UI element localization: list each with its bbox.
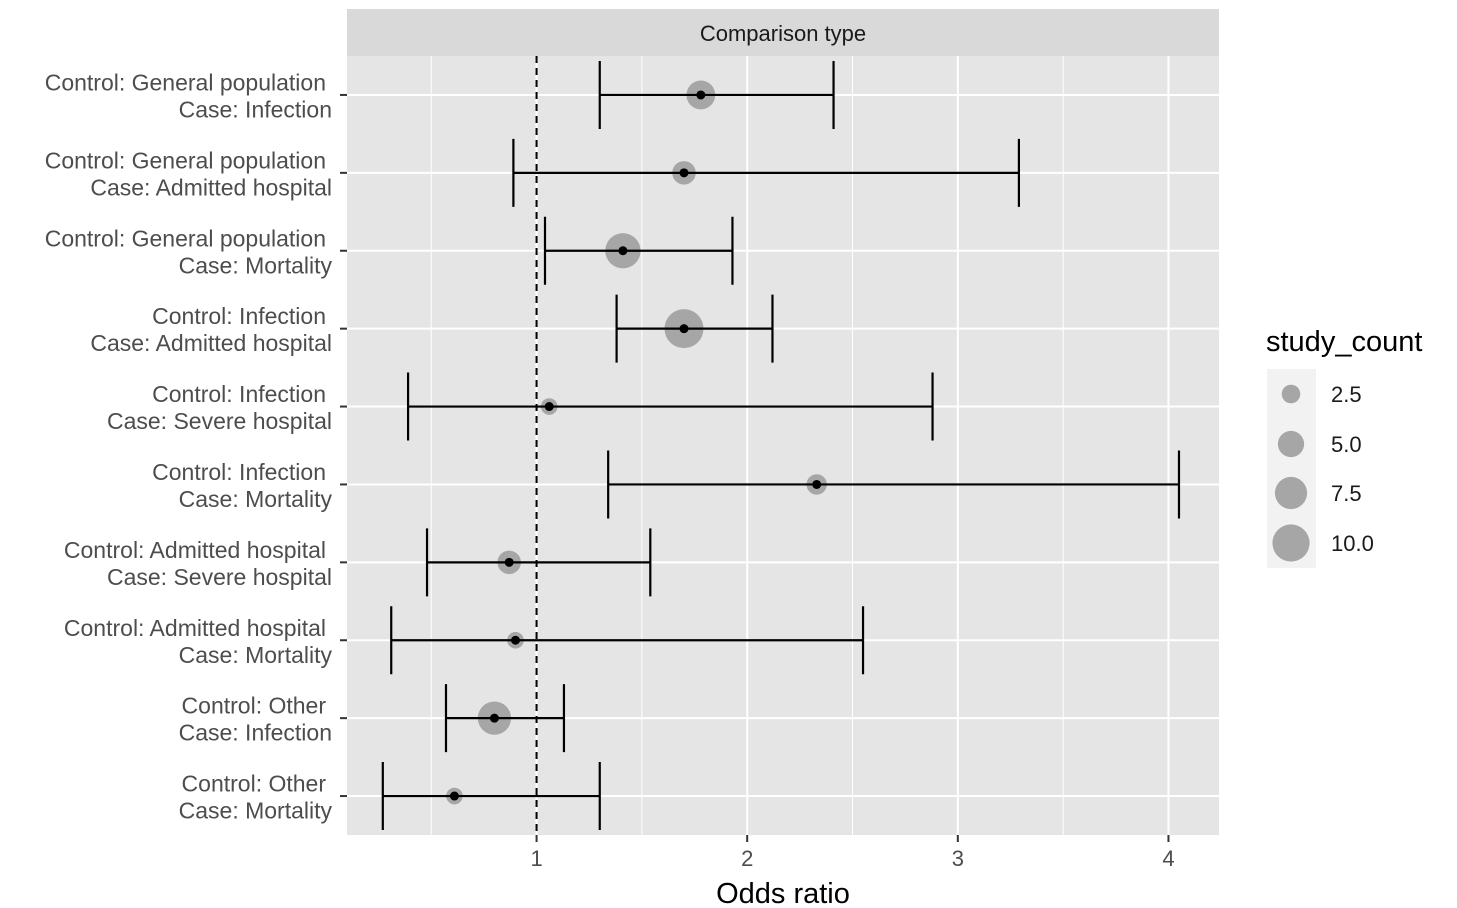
y-tick-label-control: Control: Other bbox=[182, 771, 327, 797]
y-tick-label-control: Control: Infection bbox=[152, 459, 326, 485]
x-tick-label: 1 bbox=[530, 846, 542, 871]
estimate-point bbox=[696, 90, 706, 100]
y-tick-label-control: Control: Infection bbox=[152, 381, 326, 407]
x-axis-title: Odds ratio bbox=[716, 878, 850, 908]
legend-label: 5.0 bbox=[1331, 432, 1362, 457]
legend-key-circle bbox=[1274, 476, 1308, 510]
y-tick-label-control: Control: General population bbox=[45, 69, 326, 95]
legend-label: 10.0 bbox=[1331, 531, 1374, 556]
estimate-point bbox=[618, 246, 628, 256]
gridlines bbox=[347, 56, 1219, 835]
y-tick-label-control: Control: Admitted hospital bbox=[64, 615, 326, 641]
estimate-point bbox=[489, 713, 499, 723]
estimate-point bbox=[544, 402, 554, 412]
y-tick-label-case: Case: Mortality bbox=[179, 798, 333, 824]
estimate-point bbox=[449, 791, 459, 801]
y-tick-label-control: Control: Other bbox=[182, 693, 327, 719]
y-tick-label-case: Case: Mortality bbox=[179, 486, 333, 512]
legend-key-circle bbox=[1272, 524, 1310, 562]
x-tick-label: 4 bbox=[1162, 846, 1174, 871]
x-tick-label: 2 bbox=[741, 846, 753, 871]
y-tick-label-case: Case: Severe hospital bbox=[107, 408, 332, 434]
x-axis: 1 2 3 4 bbox=[530, 835, 1175, 871]
estimate-point bbox=[812, 479, 822, 489]
y-tick-label-case: Case: Severe hospital bbox=[107, 564, 332, 590]
y-tick-label-control: Control: General population bbox=[45, 225, 326, 251]
y-tick-label-control: Control: Infection bbox=[152, 303, 326, 329]
legend-label: 2.5 bbox=[1331, 382, 1362, 407]
y-tick-label-control: Control: Admitted hospital bbox=[64, 537, 326, 563]
x-tick-label: 3 bbox=[952, 846, 964, 871]
y-tick-label-case: Case: Mortality bbox=[179, 252, 333, 278]
y-tick-label-case: Case: Infection bbox=[179, 96, 332, 122]
y-tick-label-case: Case: Mortality bbox=[179, 642, 333, 668]
y-tick-label-control: Control: General population bbox=[45, 147, 326, 173]
y-tick-label-case: Case: Admitted hospital bbox=[90, 174, 332, 200]
legend-key-circle bbox=[1281, 384, 1301, 404]
estimate-point bbox=[679, 324, 689, 334]
data-marks bbox=[381, 60, 1181, 831]
legend: 2.5 5.0 7.5 10.0 bbox=[1272, 382, 1374, 562]
estimate-point bbox=[504, 557, 514, 567]
estimate-point bbox=[679, 168, 689, 178]
estimate-point bbox=[511, 635, 521, 645]
strip-background bbox=[347, 9, 1219, 56]
legend-label: 7.5 bbox=[1331, 481, 1362, 506]
legend-key-circle bbox=[1277, 430, 1305, 458]
legend-title: study_count bbox=[1266, 326, 1422, 358]
facet-strip-label: Comparison type bbox=[700, 21, 866, 46]
y-tick-label-case: Case: Infection bbox=[179, 720, 332, 746]
y-tick-label-case: Case: Admitted hospital bbox=[90, 330, 332, 356]
